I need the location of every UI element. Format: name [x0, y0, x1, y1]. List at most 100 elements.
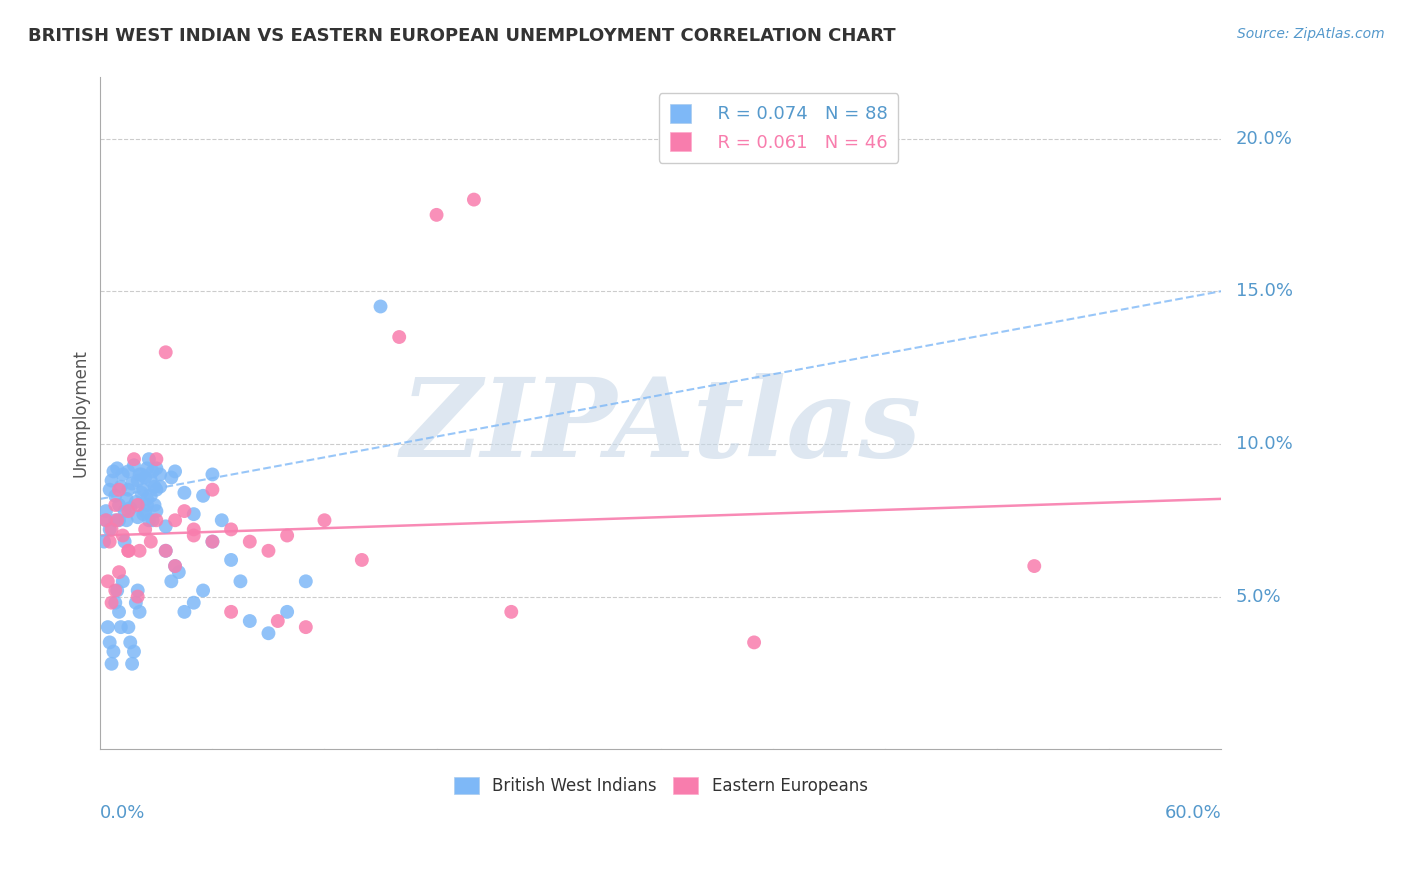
- Point: [108, 483, 131, 497]
- Point: [742, 635, 765, 649]
- Point: [111, 467, 134, 482]
- Point: [104, 513, 127, 527]
- Point: [425, 208, 447, 222]
- Text: 15.0%: 15.0%: [1236, 282, 1294, 301]
- Text: 10.0%: 10.0%: [1236, 435, 1292, 453]
- Point: [104, 489, 127, 503]
- Point: [155, 345, 177, 359]
- Point: [134, 504, 156, 518]
- Point: [160, 574, 183, 589]
- Point: [127, 583, 149, 598]
- Point: [127, 498, 149, 512]
- Point: [165, 559, 187, 574]
- Point: [98, 534, 121, 549]
- Point: [138, 513, 160, 527]
- Point: [257, 543, 280, 558]
- Text: 0.0%: 0.0%: [100, 805, 146, 822]
- Point: [239, 614, 262, 628]
- Point: [122, 452, 145, 467]
- Point: [132, 483, 155, 497]
- Point: [125, 495, 148, 509]
- Point: [1024, 559, 1046, 574]
- Point: [132, 507, 155, 521]
- Point: [117, 543, 139, 558]
- Point: [97, 620, 120, 634]
- Point: [98, 483, 121, 497]
- Point: [219, 553, 242, 567]
- Point: [117, 543, 139, 558]
- Point: [97, 574, 120, 589]
- Point: [136, 491, 159, 506]
- Point: [145, 461, 167, 475]
- Point: [165, 513, 187, 527]
- Point: [117, 464, 139, 478]
- Point: [128, 605, 150, 619]
- Point: [122, 644, 145, 658]
- Point: [219, 523, 242, 537]
- Point: [191, 583, 214, 598]
- Point: [138, 452, 160, 467]
- Point: [139, 489, 162, 503]
- Point: [127, 474, 149, 488]
- Point: [142, 513, 165, 527]
- Point: [100, 523, 122, 537]
- Point: [165, 464, 187, 478]
- Point: [155, 519, 177, 533]
- Point: [149, 467, 172, 482]
- Point: [108, 498, 131, 512]
- Point: [201, 483, 224, 497]
- Point: [94, 513, 117, 527]
- Point: [103, 464, 125, 478]
- Point: [111, 528, 134, 542]
- Point: [103, 644, 125, 658]
- Point: [183, 523, 205, 537]
- Point: [94, 513, 117, 527]
- Point: [100, 596, 122, 610]
- Point: [295, 574, 318, 589]
- Point: [127, 590, 149, 604]
- Point: [370, 300, 392, 314]
- Point: [201, 534, 224, 549]
- Point: [98, 523, 121, 537]
- Point: [131, 485, 153, 500]
- Point: [105, 461, 128, 475]
- Point: [100, 474, 122, 488]
- Point: [183, 507, 205, 521]
- Point: [108, 565, 131, 579]
- Point: [131, 467, 153, 482]
- Point: [211, 513, 233, 527]
- Point: [267, 614, 290, 628]
- Point: [134, 523, 156, 537]
- Point: [136, 461, 159, 475]
- Point: [143, 498, 166, 512]
- Text: ZIPAtlas: ZIPAtlas: [401, 373, 921, 481]
- Text: 60.0%: 60.0%: [1164, 805, 1220, 822]
- Point: [125, 596, 148, 610]
- Point: [155, 543, 177, 558]
- Point: [121, 476, 143, 491]
- Point: [388, 330, 411, 344]
- Point: [100, 657, 122, 671]
- Point: [104, 498, 127, 512]
- Text: 5.0%: 5.0%: [1236, 588, 1282, 606]
- Point: [127, 510, 149, 524]
- Point: [145, 483, 167, 497]
- Point: [145, 513, 167, 527]
- Point: [120, 635, 142, 649]
- Point: [314, 513, 336, 527]
- Legend: British West Indians, Eastern Europeans: British West Indians, Eastern Europeans: [447, 770, 875, 801]
- Point: [114, 504, 136, 518]
- Point: [276, 605, 298, 619]
- Text: 20.0%: 20.0%: [1236, 129, 1294, 147]
- Text: Source: ZipAtlas.com: Source: ZipAtlas.com: [1237, 27, 1385, 41]
- Point: [139, 474, 162, 488]
- Point: [276, 528, 298, 542]
- Point: [229, 574, 252, 589]
- Point: [114, 534, 136, 549]
- Point: [173, 485, 195, 500]
- Point: [93, 534, 115, 549]
- Point: [104, 596, 127, 610]
- Point: [120, 501, 142, 516]
- Point: [104, 583, 127, 598]
- Point: [117, 483, 139, 497]
